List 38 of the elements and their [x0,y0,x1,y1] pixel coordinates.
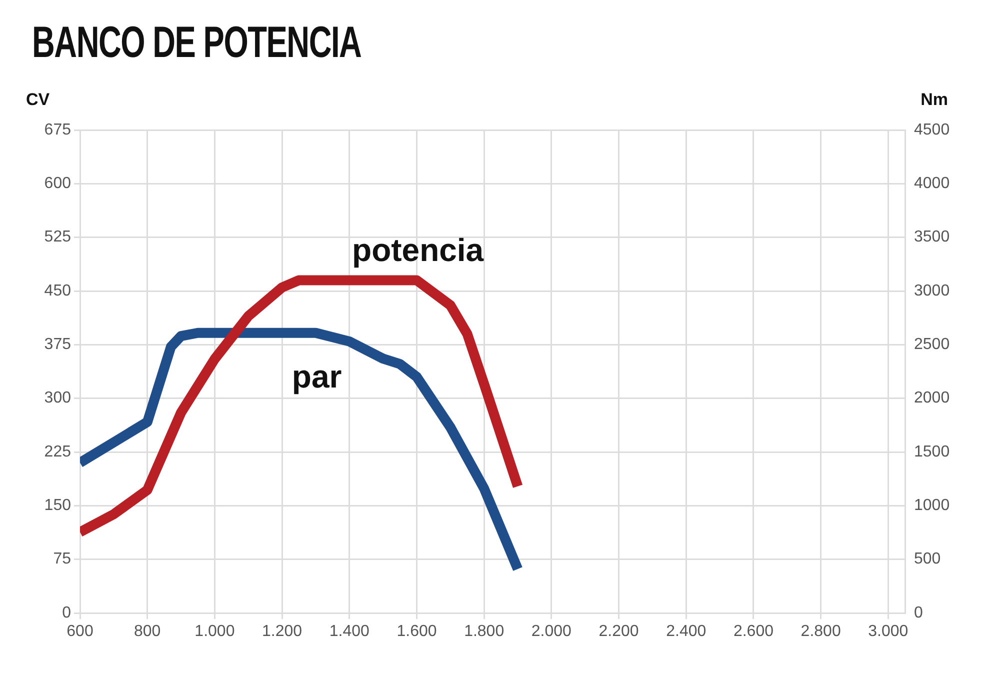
y-tick-label: 150 [44,497,72,514]
y-tick-label: 225 [44,443,72,460]
y-tick-label: 525 [44,228,72,246]
x-tick-label: 1.600 [396,623,437,640]
x-tick-label: 1.800 [464,623,504,640]
y2-tick-label: 0 [914,604,923,622]
y2-tick-label: 3500 [914,228,950,246]
x-tick-label: 2.400 [666,623,706,640]
y2-tick-label: 1000 [914,497,950,514]
x-tick-label: 2.200 [598,623,639,640]
y-axis-title: CV [26,90,50,110]
y-tick-label: 675 [44,121,72,138]
y-tick-label: 75 [53,550,72,568]
x-tick-label: 2.800 [800,623,841,640]
y-tick-label: 375 [44,336,72,354]
y2-tick-label: 3000 [914,282,950,300]
y2-tick-label: 4500 [914,121,950,138]
x-tick-label: 800 [134,623,161,640]
x-tick-label: 2.000 [531,623,572,640]
x-tick-label: 1.000 [194,623,235,640]
y-tick-label: 600 [44,175,72,192]
y-tick-label: 450 [44,282,72,300]
series-label: par [292,358,342,395]
x-tick-label: 600 [66,623,94,640]
y2-tick-label: 2000 [914,390,950,407]
series-label: potencia [352,232,484,268]
y-tick-label: 300 [44,390,72,407]
x-tick-label: 3.000 [868,623,908,640]
y2-tick-label: 2500 [914,336,950,354]
y2-axis-title: Nm [920,90,948,110]
y2-tick-label: 1500 [914,443,950,460]
x-tick-label: 1.400 [329,623,370,640]
chart-title: BANCO DE POTENCIA [32,18,362,68]
x-tick-label: 1.200 [262,623,302,640]
y-tick-label: 0 [62,604,72,622]
y2-tick-label: 500 [914,550,941,568]
y2-tick-label: 4000 [914,175,950,192]
x-tick-label: 2.600 [733,623,774,640]
